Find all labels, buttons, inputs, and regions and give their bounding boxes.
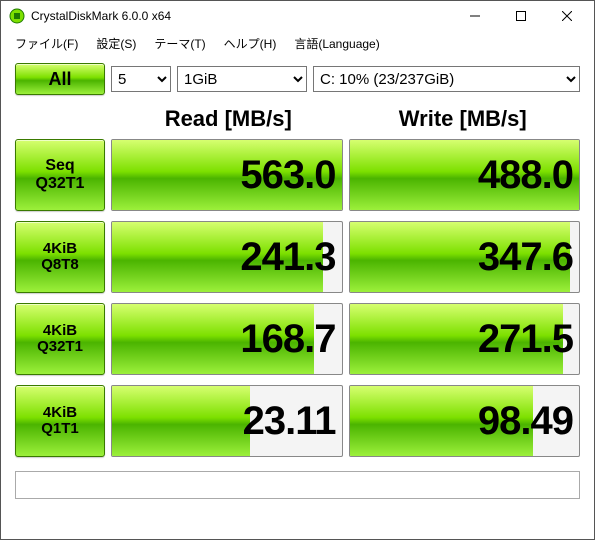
write-value: 347.6 [478, 235, 573, 280]
app-window: CrystalDiskMark 6.0.0 x64 ファイル(F) 設定(S) … [0, 0, 595, 540]
read-column-header: Read [MB/s] [111, 106, 346, 132]
column-headers: Read [MB/s] Write [MB/s] [15, 99, 580, 139]
read-value: 241.3 [240, 235, 335, 280]
titlebar: CrystalDiskMark 6.0.0 x64 [1, 1, 594, 31]
read-value: 168.7 [240, 317, 335, 362]
app-icon [9, 8, 25, 24]
read-value: 563.0 [240, 153, 335, 198]
test-row: 4KiBQ1T1 23.11 98.49 [15, 385, 580, 457]
read-value-cell: 241.3 [111, 221, 343, 293]
test-row: 4KiBQ32T1 168.7 271.5 [15, 303, 580, 375]
test-row: SeqQ32T1 563.0 488.0 [15, 139, 580, 211]
write-column-header: Write [MB/s] [346, 106, 581, 132]
test-label-line1: Seq [45, 157, 74, 175]
content-area: All 5 1GiB C: 10% (23/237GiB) Read [MB/s… [1, 55, 594, 539]
menu-theme[interactable]: テーマ(T) [146, 33, 213, 54]
write-value-cell: 347.6 [349, 221, 581, 293]
run-test-button[interactable]: 4KiBQ32T1 [15, 303, 105, 375]
test-label-line1: 4KiB [43, 323, 77, 340]
minimize-button[interactable] [452, 1, 498, 31]
write-value-cell: 271.5 [349, 303, 581, 375]
write-value-cell: 98.49 [349, 385, 581, 457]
test-size-select[interactable]: 1GiB [177, 66, 307, 92]
menu-settings[interactable]: 設定(S) [88, 33, 144, 54]
test-label-line1: 4KiB [43, 241, 77, 258]
menu-help[interactable]: ヘルプ(H) [216, 33, 285, 54]
run-all-label: All [48, 69, 71, 90]
menubar: ファイル(F) 設定(S) テーマ(T) ヘルプ(H) 言語(Language) [1, 31, 594, 55]
run-test-button[interactable]: 4KiBQ1T1 [15, 385, 105, 457]
tests-container: SeqQ32T1563.0488.04KiBQ8T8241.3347.64KiB… [15, 139, 580, 467]
test-label-line2: Q32T1 [37, 339, 83, 356]
read-fill-bar [112, 386, 250, 456]
read-value: 23.11 [243, 399, 336, 444]
maximize-button[interactable] [498, 1, 544, 31]
drive-select[interactable]: C: 10% (23/237GiB) [313, 66, 580, 92]
test-label-line2: Q8T8 [41, 257, 79, 274]
write-value-cell: 488.0 [349, 139, 581, 211]
read-value-cell: 23.11 [111, 385, 343, 457]
test-label-line2: Q1T1 [41, 421, 79, 438]
test-label-line1: 4KiB [43, 405, 77, 422]
menu-language[interactable]: 言語(Language) [286, 33, 387, 54]
status-bar [15, 471, 580, 499]
close-button[interactable] [544, 1, 590, 31]
test-row: 4KiBQ8T8 241.3 347.6 [15, 221, 580, 293]
read-value-cell: 168.7 [111, 303, 343, 375]
write-value: 488.0 [478, 153, 573, 198]
read-value-cell: 563.0 [111, 139, 343, 211]
test-label-line2: Q32T1 [36, 175, 85, 193]
test-count-select[interactable]: 5 [111, 66, 171, 92]
write-value: 98.49 [478, 399, 573, 444]
run-test-button[interactable]: SeqQ32T1 [15, 139, 105, 211]
run-all-button[interactable]: All [15, 63, 105, 95]
window-title: CrystalDiskMark 6.0.0 x64 [31, 9, 452, 23]
controls-row: All 5 1GiB C: 10% (23/237GiB) [15, 63, 580, 95]
menu-file[interactable]: ファイル(F) [7, 33, 86, 54]
write-value: 271.5 [478, 317, 573, 362]
run-test-button[interactable]: 4KiBQ8T8 [15, 221, 105, 293]
